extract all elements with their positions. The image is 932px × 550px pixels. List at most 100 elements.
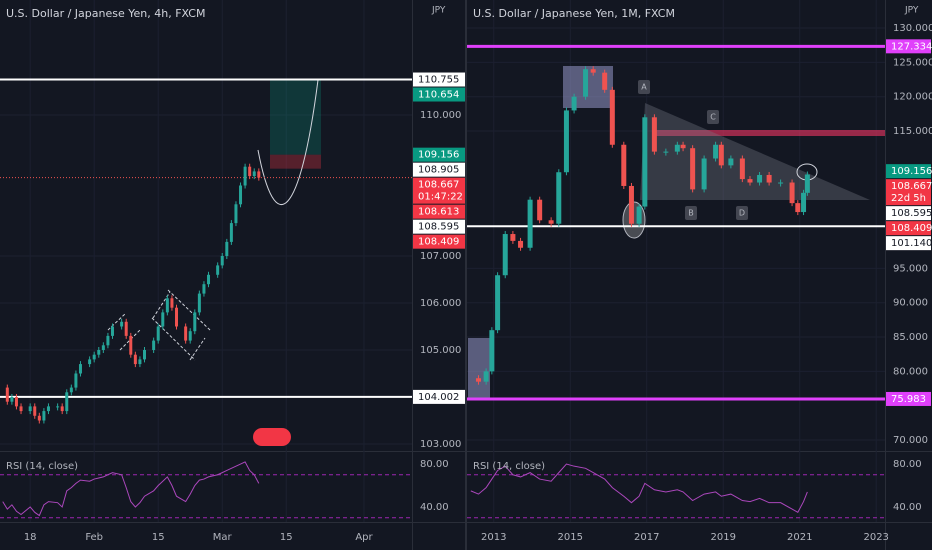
x-tick-label: 15 bbox=[280, 532, 293, 543]
chart-title: U.S. Dollar / Japanese Yen, 1M, FXCM bbox=[473, 7, 675, 20]
candle bbox=[60, 406, 64, 412]
candle bbox=[248, 166, 252, 177]
candle bbox=[92, 354, 96, 360]
candle bbox=[220, 255, 224, 266]
candle bbox=[46, 406, 50, 412]
stop-zone bbox=[270, 154, 321, 169]
currency: JPY bbox=[904, 6, 919, 16]
y-tick-label: 95.000 bbox=[893, 263, 928, 274]
candle bbox=[28, 406, 32, 412]
candle bbox=[243, 166, 247, 186]
x-tick-label: 18 bbox=[24, 532, 37, 543]
price-label-text: 101.140 bbox=[891, 238, 932, 249]
y-tick-label: 80.000 bbox=[893, 366, 928, 377]
price-label bbox=[886, 164, 931, 179]
candle bbox=[495, 275, 501, 331]
candle bbox=[42, 411, 46, 421]
candle bbox=[804, 174, 810, 193]
candle bbox=[747, 179, 753, 183]
candle bbox=[175, 307, 179, 327]
candle bbox=[713, 144, 719, 159]
candle bbox=[642, 117, 648, 207]
x-tick-label: 2023 bbox=[863, 532, 888, 543]
candle bbox=[795, 203, 801, 213]
candle bbox=[674, 144, 680, 152]
candle bbox=[590, 69, 596, 73]
price-label-text: 75.983 bbox=[891, 394, 926, 405]
price-label-text: 108.613 bbox=[418, 207, 459, 218]
candle bbox=[97, 349, 101, 355]
rsi-tick-label: 40.00 bbox=[893, 502, 922, 513]
candle bbox=[651, 117, 657, 152]
price-label-text: 109.156 bbox=[418, 150, 459, 161]
candle bbox=[489, 330, 495, 372]
candle bbox=[690, 148, 696, 190]
candle bbox=[193, 312, 197, 332]
x-tick-label: Mar bbox=[213, 532, 233, 543]
candle bbox=[609, 89, 615, 145]
candle bbox=[101, 345, 105, 350]
candle bbox=[124, 321, 128, 336]
price-label bbox=[413, 234, 465, 249]
candle bbox=[766, 174, 772, 183]
annotation-box bbox=[707, 110, 719, 124]
price-label-text: 109.156 bbox=[891, 166, 932, 177]
y-tick-label: 90.000 bbox=[893, 298, 928, 309]
candle bbox=[65, 392, 69, 412]
resistance-band bbox=[652, 130, 885, 136]
y-tick-label: 106.000 bbox=[420, 298, 461, 309]
rsi-title: RSI (14, close) bbox=[6, 461, 78, 472]
candle bbox=[556, 172, 562, 224]
circle-mark bbox=[622, 201, 646, 239]
annotation-box bbox=[685, 206, 697, 220]
price-label bbox=[413, 87, 465, 102]
range-box bbox=[468, 338, 490, 398]
x-tick-label: Feb bbox=[85, 532, 103, 543]
x-tick-label: 2017 bbox=[634, 532, 659, 543]
x-tick-label: 2013 bbox=[481, 532, 506, 543]
price-label-text: 110.654 bbox=[418, 90, 459, 101]
candle bbox=[69, 387, 73, 393]
y-tick-label: 110.000 bbox=[420, 110, 461, 121]
candle bbox=[801, 192, 807, 213]
price-label bbox=[886, 39, 931, 54]
y-tick-label: 120.000 bbox=[893, 92, 932, 103]
price-label-text: 110.755 bbox=[418, 75, 459, 86]
candle bbox=[14, 396, 18, 407]
candle bbox=[165, 298, 169, 313]
candle bbox=[207, 274, 211, 285]
candle bbox=[680, 144, 686, 149]
price-label bbox=[413, 72, 465, 87]
candle bbox=[133, 354, 137, 365]
candle bbox=[537, 199, 543, 221]
candle bbox=[56, 406, 60, 408]
candle bbox=[197, 293, 201, 313]
target-zone bbox=[270, 79, 321, 155]
candle bbox=[37, 415, 41, 421]
y-tick-label: 107.000 bbox=[420, 251, 461, 262]
price-label bbox=[413, 204, 465, 219]
candle bbox=[571, 96, 577, 111]
candle bbox=[527, 199, 533, 248]
price-label bbox=[413, 389, 465, 404]
y-tick-label: 125.000 bbox=[893, 57, 932, 68]
triangle bbox=[640, 103, 870, 200]
y-tick-label: 70.000 bbox=[893, 435, 928, 446]
candle bbox=[152, 340, 156, 350]
price-label bbox=[886, 206, 931, 221]
price-label-text: 104.002 bbox=[418, 392, 459, 403]
candle bbox=[129, 335, 133, 355]
candle bbox=[229, 223, 233, 242]
price-label bbox=[413, 177, 465, 204]
channel bbox=[107, 289, 211, 361]
candle bbox=[728, 158, 734, 166]
annotation: A bbox=[641, 83, 647, 92]
candle bbox=[502, 234, 508, 276]
candle bbox=[74, 373, 78, 388]
price-label bbox=[413, 162, 465, 177]
candle bbox=[33, 406, 37, 416]
price-label-text: 108.667 bbox=[891, 181, 932, 192]
price-label-text: 108.595 bbox=[891, 208, 932, 219]
candle bbox=[110, 326, 114, 336]
candle bbox=[88, 359, 92, 365]
